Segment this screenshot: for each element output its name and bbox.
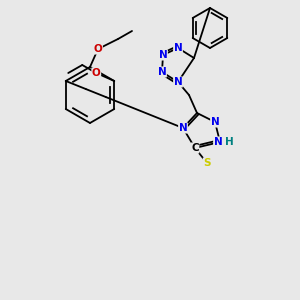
Text: N: N [158,67,166,77]
Text: N: N [214,137,222,147]
Text: N: N [159,50,167,60]
Text: H: H [225,137,233,147]
Text: O: O [94,44,102,54]
Text: N: N [178,123,188,133]
Text: N: N [174,77,182,87]
Text: O: O [92,68,100,78]
Text: S: S [203,158,211,168]
Text: N: N [211,117,219,127]
Text: N: N [174,43,182,53]
Text: C: C [191,143,199,153]
